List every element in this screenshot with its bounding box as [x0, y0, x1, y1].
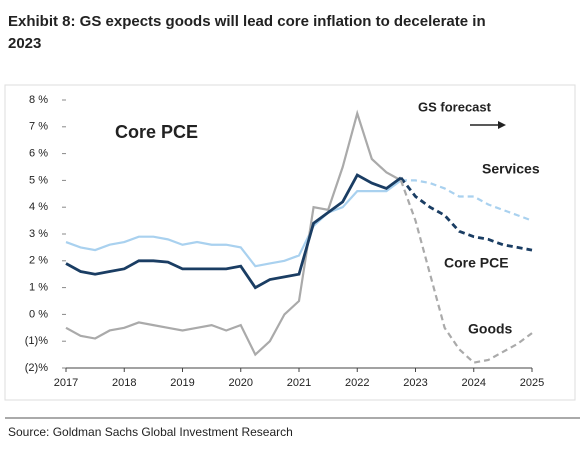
x-tick-label: 2017 [54, 377, 78, 389]
series-label: Core PCE [444, 255, 509, 271]
y-tick-label: (1)% [25, 335, 48, 347]
annotation: Core PCE [115, 122, 198, 142]
chart-title: Exhibit 8: GS expects goods will lead co… [8, 13, 486, 52]
series-line [400, 179, 533, 222]
series-line [65, 173, 402, 290]
y-tick-label: 4 % [29, 201, 48, 213]
x-tick-label: 2020 [229, 377, 253, 389]
source: Source: Goldman Sachs Global Investment … [8, 425, 293, 439]
y-tick-label: 6 % [29, 148, 48, 160]
series-label: Services [482, 161, 540, 177]
x-tick-label: 2023 [403, 377, 427, 389]
series-line [399, 180, 533, 364]
y-tick-label: 8 % [29, 94, 48, 106]
x-tick-label: 2018 [112, 377, 136, 389]
series-line [399, 176, 533, 252]
x-tick-label: 2024 [462, 377, 486, 389]
x-tick-label: 2025 [520, 377, 544, 389]
y-tick-label: 7 % [29, 121, 48, 133]
series-line [65, 179, 402, 268]
x-tick-label: 2019 [170, 377, 194, 389]
y-tick-label: (2)% [25, 362, 48, 374]
x-tick-label: 2022 [345, 377, 369, 389]
frame [4, 84, 576, 401]
y-tick-label: 3 % [29, 228, 48, 240]
x-tick-label: 2021 [287, 377, 311, 389]
y-tick-label: 5 % [29, 174, 48, 186]
series-label: Goods [468, 321, 513, 337]
arrow-head [498, 121, 506, 129]
y-tick-label: 1 % [29, 282, 48, 294]
y-tick-label: 2 % [29, 255, 48, 267]
annotation: GS forecast [418, 99, 492, 114]
y-tick-label: 0 % [29, 308, 48, 320]
series-line [65, 109, 402, 357]
